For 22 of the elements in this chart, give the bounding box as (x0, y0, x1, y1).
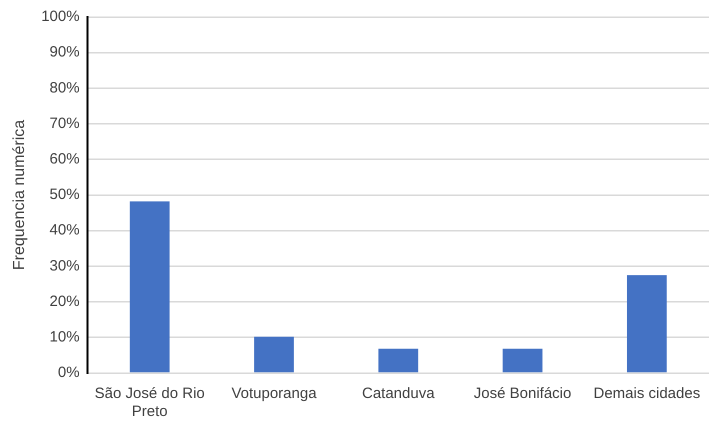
x-tick-label: Demais cidades (593, 385, 700, 402)
y-tick-label: 30% (50, 257, 80, 274)
bar (626, 275, 667, 372)
y-tick-label: 80% (50, 79, 80, 96)
x-tick-label: Catanduva (362, 385, 436, 402)
y-tick-label: 90% (50, 44, 80, 61)
y-tick-label: 10% (50, 328, 80, 346)
x-tick-label: Votuporanga (231, 385, 318, 402)
y-tick-label: 60% (50, 150, 80, 168)
y-tick-label: 70% (50, 114, 80, 132)
y-tick-label: 40% (50, 222, 80, 239)
y-axis-title: Frequencia numérica (11, 120, 28, 270)
bar (502, 348, 542, 372)
x-tick-label: São José do Rio Preto (94, 385, 205, 420)
y-tick-label: 0% (58, 364, 80, 382)
x-tick-label: José Bonifácio (474, 385, 572, 402)
bar (378, 348, 418, 372)
y-tick-label: 20% (50, 292, 80, 310)
bar (130, 201, 170, 372)
bar (254, 336, 294, 372)
y-tick-label: 50% (50, 186, 80, 204)
y-tick-label: 100% (41, 8, 80, 26)
